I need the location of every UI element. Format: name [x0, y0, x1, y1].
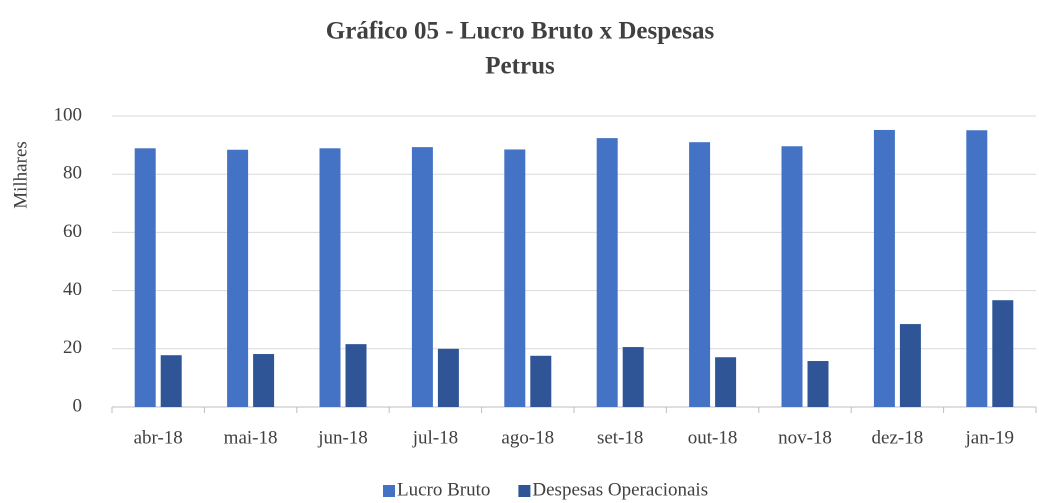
y-tick-label: 40	[63, 279, 82, 300]
x-tick-label: jun-18	[317, 427, 368, 448]
legend-swatch	[383, 485, 395, 497]
bar	[134, 148, 156, 407]
x-tick-label: set-18	[597, 427, 643, 448]
chart-title: Gráfico 05 - Lucro Bruto x Despesas	[326, 18, 715, 45]
x-tick-label: jan-19	[965, 427, 1015, 448]
legend-label: Despesas Operacionais	[532, 479, 708, 500]
bar	[966, 130, 988, 407]
bar	[715, 357, 737, 407]
x-tick-label: mai-18	[224, 427, 278, 448]
bar	[253, 354, 275, 407]
y-tick-label: 80	[63, 163, 82, 184]
bar	[227, 149, 249, 408]
x-tick-label: nov-18	[778, 427, 832, 448]
y-tick-label: 20	[63, 337, 82, 358]
bar	[807, 361, 829, 407]
bar	[160, 355, 182, 407]
chart-subtitle: Petrus	[485, 53, 555, 80]
x-tick-label: out-18	[688, 427, 738, 448]
x-tick-label: dez-18	[872, 427, 924, 448]
bar	[899, 324, 921, 407]
y-axis-label: Milhares	[10, 141, 31, 209]
bar	[530, 355, 552, 407]
bar	[319, 148, 341, 407]
y-tick-label: 60	[63, 221, 82, 242]
x-tick-label: abr-18	[134, 427, 183, 448]
bar	[689, 142, 711, 407]
x-tick-label: ago-18	[501, 427, 554, 448]
bar	[873, 129, 895, 407]
bar	[504, 149, 526, 407]
bar	[411, 147, 433, 407]
y-tick-label: 100	[54, 104, 83, 125]
bar	[622, 347, 644, 407]
y-tick-label: 0	[73, 395, 83, 416]
legend-swatch	[518, 485, 531, 497]
legend-label: Lucro Bruto	[397, 479, 490, 500]
bar	[992, 300, 1014, 407]
x-tick-label: jul-18	[412, 427, 458, 448]
bar	[345, 344, 367, 407]
bar	[596, 138, 618, 407]
bar	[437, 348, 459, 407]
bar	[781, 146, 803, 407]
